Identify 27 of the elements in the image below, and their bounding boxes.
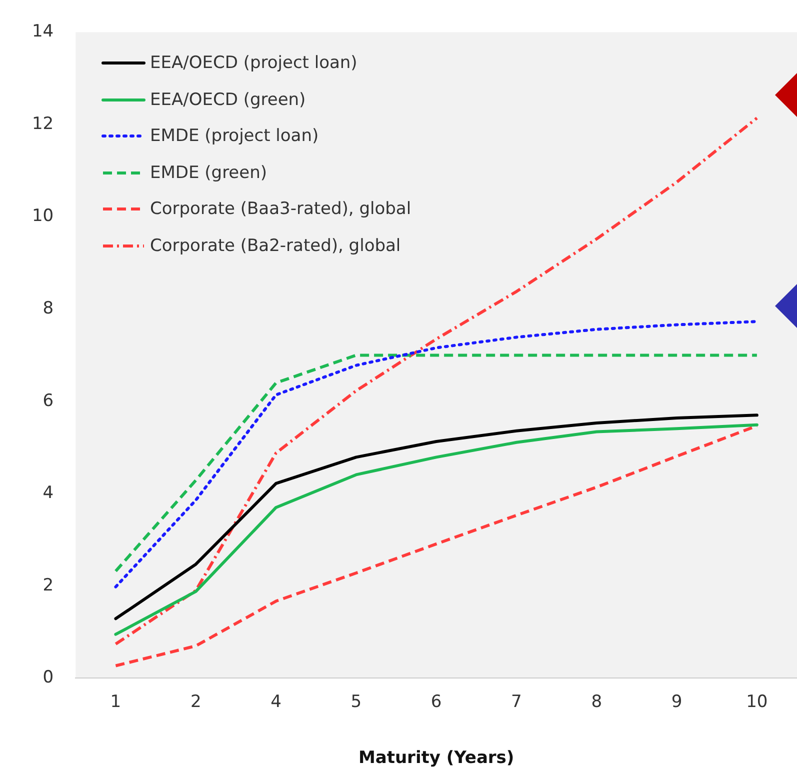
- x-tick-label: 1: [110, 692, 122, 712]
- legend-label: EMDE (project loan): [150, 126, 319, 146]
- x-tick-label: 9: [671, 692, 682, 712]
- line-series: [114, 354, 758, 573]
- y-tick-label: 0: [42, 668, 54, 688]
- y-tick-label: 12: [32, 114, 54, 134]
- x-tick-label: 4: [270, 692, 282, 712]
- legend-label: EMDE (green): [150, 162, 268, 183]
- y-tick-label: 8: [42, 298, 54, 318]
- legend-label: Corporate (Ba2-rated), global: [150, 236, 401, 256]
- x-tick-label: 2: [190, 692, 202, 712]
- x-tick-label: 6: [430, 692, 442, 712]
- legend-label: Corporate (Baa3-rated), global: [150, 199, 412, 220]
- x-tick-label: 10: [746, 692, 768, 712]
- legend-label: EEA/OECD (green): [150, 90, 306, 110]
- y-tick-label: 2: [42, 575, 54, 596]
- y-tick-label: 6: [42, 390, 54, 411]
- line-series: [114, 320, 758, 588]
- y-tick-label: 4: [42, 483, 54, 504]
- x-tick-label: 8: [591, 692, 602, 712]
- line-series: [114, 116, 758, 646]
- x-tick-label: 7: [511, 692, 522, 712]
- legend-label: EEA/OECD (project loan): [150, 53, 358, 74]
- x-tick-label: 5: [350, 692, 362, 712]
- y-tick-label: 14: [32, 22, 54, 42]
- y-tick-label: 10: [32, 206, 54, 226]
- x-axis-title: Maturity (Years): [358, 748, 514, 768]
